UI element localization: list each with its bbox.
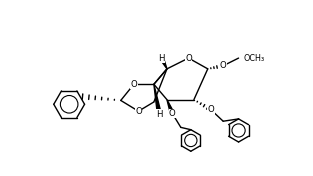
Polygon shape — [160, 57, 167, 69]
Text: H: H — [158, 54, 165, 63]
Text: O: O — [208, 105, 214, 114]
Polygon shape — [167, 100, 174, 114]
Text: O: O — [220, 61, 227, 70]
Polygon shape — [154, 84, 161, 114]
Text: O: O — [135, 107, 142, 116]
Text: H: H — [156, 110, 162, 119]
Text: O: O — [185, 54, 192, 63]
Text: O: O — [131, 80, 137, 89]
Text: O: O — [169, 109, 176, 118]
Text: OCH₃: OCH₃ — [244, 54, 265, 63]
